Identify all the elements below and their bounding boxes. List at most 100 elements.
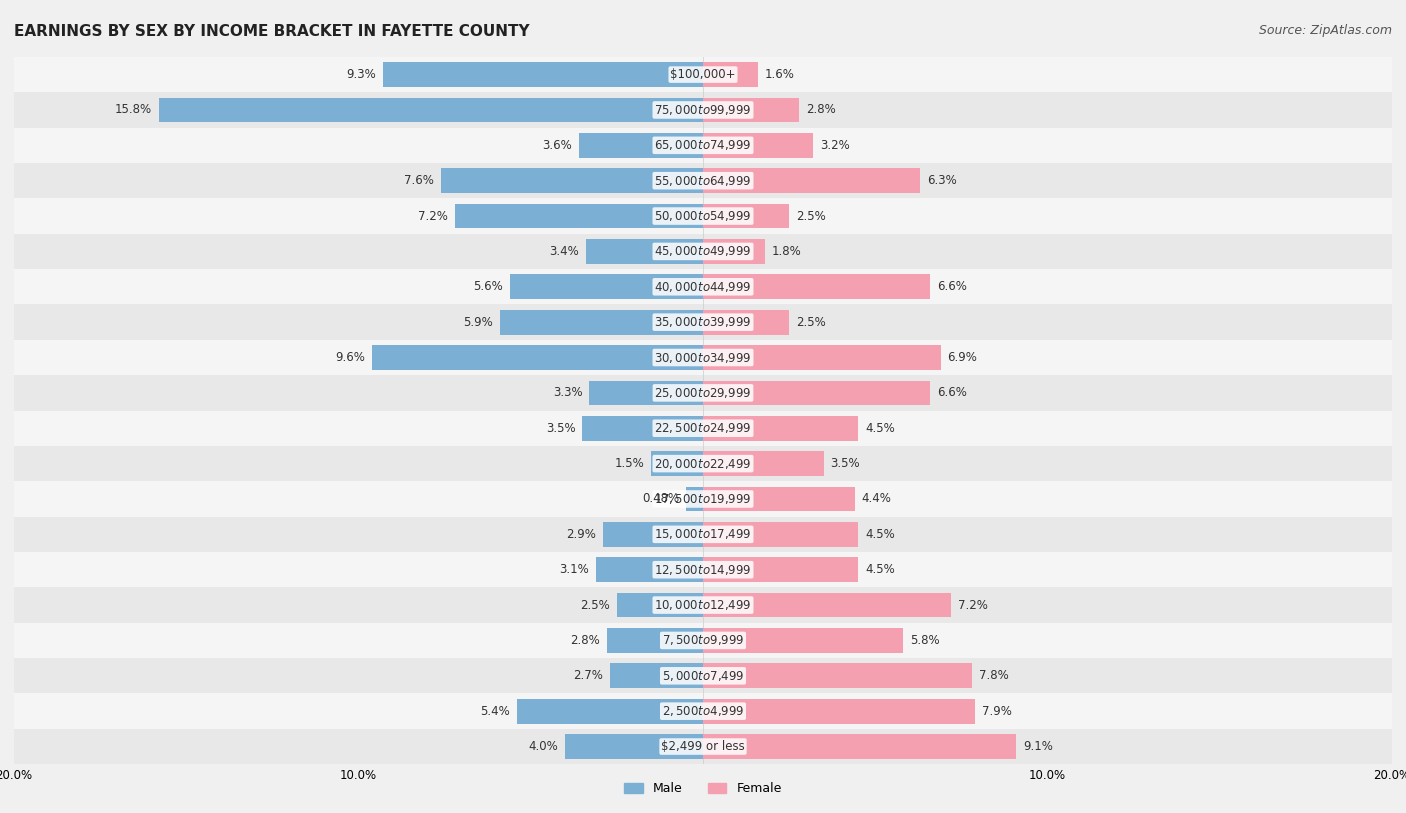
- Text: $20,000 to $22,499: $20,000 to $22,499: [654, 457, 752, 471]
- Bar: [703, 699, 976, 724]
- Bar: [703, 416, 858, 441]
- Text: 3.4%: 3.4%: [550, 245, 579, 258]
- Bar: [589, 380, 703, 405]
- Text: 3.6%: 3.6%: [543, 139, 572, 152]
- Text: $5,000 to $7,499: $5,000 to $7,499: [662, 669, 744, 683]
- Bar: [603, 522, 703, 546]
- Text: 15.8%: 15.8%: [115, 103, 152, 116]
- Text: 5.6%: 5.6%: [474, 280, 503, 293]
- Bar: [617, 593, 703, 617]
- Bar: [14, 446, 1392, 481]
- Text: 5.4%: 5.4%: [481, 705, 510, 718]
- Text: $55,000 to $64,999: $55,000 to $64,999: [654, 174, 752, 188]
- Text: 2.7%: 2.7%: [574, 669, 603, 682]
- Legend: Male, Female: Male, Female: [619, 777, 787, 801]
- Text: 1.5%: 1.5%: [614, 457, 644, 470]
- Text: 0.48%: 0.48%: [643, 493, 679, 506]
- Text: 2.8%: 2.8%: [807, 103, 837, 116]
- Text: 3.3%: 3.3%: [553, 386, 582, 399]
- Text: $25,000 to $29,999: $25,000 to $29,999: [654, 386, 752, 400]
- Text: $40,000 to $44,999: $40,000 to $44,999: [654, 280, 752, 293]
- Text: 9.1%: 9.1%: [1024, 740, 1053, 753]
- Text: 3.5%: 3.5%: [546, 422, 575, 435]
- Bar: [14, 623, 1392, 659]
- Bar: [14, 552, 1392, 587]
- Bar: [610, 663, 703, 688]
- Bar: [703, 593, 950, 617]
- Bar: [14, 340, 1392, 375]
- Text: $100,000+: $100,000+: [671, 68, 735, 81]
- Bar: [14, 198, 1392, 234]
- Bar: [703, 346, 941, 370]
- Text: 1.8%: 1.8%: [772, 245, 801, 258]
- Bar: [441, 168, 703, 193]
- Bar: [14, 128, 1392, 163]
- Text: $17,500 to $19,999: $17,500 to $19,999: [654, 492, 752, 506]
- Text: 2.8%: 2.8%: [569, 634, 599, 647]
- Text: 4.5%: 4.5%: [865, 563, 894, 576]
- Bar: [686, 487, 703, 511]
- Bar: [579, 133, 703, 158]
- Bar: [703, 558, 858, 582]
- Bar: [14, 411, 1392, 446]
- Bar: [373, 346, 703, 370]
- Bar: [703, 487, 855, 511]
- Bar: [14, 517, 1392, 552]
- Bar: [14, 587, 1392, 623]
- Text: $15,000 to $17,499: $15,000 to $17,499: [654, 528, 752, 541]
- Bar: [14, 163, 1392, 198]
- Text: 7.6%: 7.6%: [405, 174, 434, 187]
- Text: 4.5%: 4.5%: [865, 528, 894, 541]
- Text: EARNINGS BY SEX BY INCOME BRACKET IN FAYETTE COUNTY: EARNINGS BY SEX BY INCOME BRACKET IN FAY…: [14, 24, 530, 39]
- Bar: [14, 693, 1392, 729]
- Text: 4.4%: 4.4%: [862, 493, 891, 506]
- Text: $22,500 to $24,999: $22,500 to $24,999: [654, 421, 752, 435]
- Text: 7.9%: 7.9%: [981, 705, 1012, 718]
- Text: 6.3%: 6.3%: [927, 174, 956, 187]
- Text: $50,000 to $54,999: $50,000 to $54,999: [654, 209, 752, 223]
- Bar: [703, 63, 758, 87]
- Text: 3.5%: 3.5%: [831, 457, 860, 470]
- Bar: [14, 304, 1392, 340]
- Text: $2,499 or less: $2,499 or less: [661, 740, 745, 753]
- Bar: [14, 92, 1392, 128]
- Text: $75,000 to $99,999: $75,000 to $99,999: [654, 103, 752, 117]
- Bar: [703, 628, 903, 653]
- Bar: [703, 734, 1017, 759]
- Text: 7.2%: 7.2%: [418, 210, 449, 223]
- Text: $10,000 to $12,499: $10,000 to $12,499: [654, 598, 752, 612]
- Bar: [14, 269, 1392, 304]
- Bar: [703, 451, 824, 476]
- Bar: [14, 233, 1392, 269]
- Bar: [703, 522, 858, 546]
- Bar: [565, 734, 703, 759]
- Bar: [14, 481, 1392, 517]
- Text: 6.6%: 6.6%: [938, 280, 967, 293]
- Text: 7.2%: 7.2%: [957, 598, 988, 611]
- Bar: [703, 168, 920, 193]
- Bar: [703, 310, 789, 334]
- Bar: [517, 699, 703, 724]
- Text: $30,000 to $34,999: $30,000 to $34,999: [654, 350, 752, 364]
- Text: 4.0%: 4.0%: [529, 740, 558, 753]
- Bar: [499, 310, 703, 334]
- Text: 2.5%: 2.5%: [581, 598, 610, 611]
- Bar: [582, 416, 703, 441]
- Bar: [651, 451, 703, 476]
- Bar: [159, 98, 703, 122]
- Bar: [703, 275, 931, 299]
- Text: 1.6%: 1.6%: [765, 68, 794, 81]
- Text: 4.5%: 4.5%: [865, 422, 894, 435]
- Bar: [703, 204, 789, 228]
- Text: 2.5%: 2.5%: [796, 210, 825, 223]
- Text: $35,000 to $39,999: $35,000 to $39,999: [654, 315, 752, 329]
- Text: 2.9%: 2.9%: [567, 528, 596, 541]
- Text: $65,000 to $74,999: $65,000 to $74,999: [654, 138, 752, 152]
- Text: 3.2%: 3.2%: [820, 139, 849, 152]
- Text: 6.9%: 6.9%: [948, 351, 977, 364]
- Bar: [703, 133, 813, 158]
- Bar: [456, 204, 703, 228]
- Bar: [14, 729, 1392, 764]
- Text: $45,000 to $49,999: $45,000 to $49,999: [654, 245, 752, 259]
- Text: 7.8%: 7.8%: [979, 669, 1008, 682]
